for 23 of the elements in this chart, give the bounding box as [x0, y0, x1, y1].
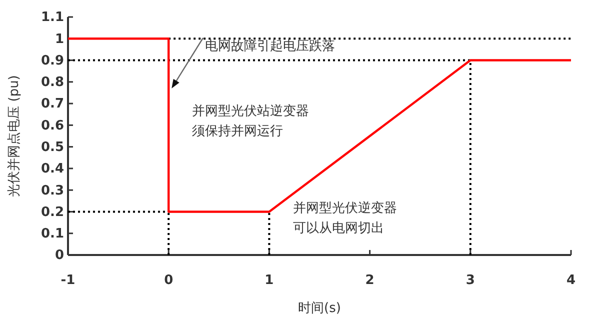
x-tick-label: 2 — [365, 273, 374, 288]
x-tick-label: -1 — [60, 273, 76, 288]
y-tick-label: 1 — [54, 32, 64, 47]
y-tick-label: 0 — [54, 248, 64, 264]
x-tick-label: 0 — [164, 273, 174, 288]
annotation: 并网型光伏逆变器可以从电网切出 — [293, 201, 397, 236]
y-tick-label: 0.3 — [40, 183, 64, 198]
y-tick-label: 0.1 — [40, 226, 64, 242]
y-tick-label: 0.4 — [40, 162, 64, 177]
y-tick-label: 0.8 — [40, 75, 64, 90]
x-axis-title: 时间(s) — [298, 301, 341, 316]
y-tick-label: 0.7 — [40, 96, 64, 112]
x-tick-label: 3 — [466, 273, 475, 288]
x-tick-label: 4 — [566, 273, 576, 288]
y-tick-label: 0.9 — [40, 53, 64, 68]
y-axis-title: 光伏并网点电压 (pu) — [7, 75, 22, 197]
annotation: 并网型光伏站逆变器须保持并网运行 — [192, 104, 309, 139]
y-tick-label: 1.1 — [40, 10, 64, 26]
y-tick-label: 0.6 — [40, 118, 64, 134]
x-tick-label: 1 — [264, 273, 274, 288]
annotation: 电网故障引起电压跌落 — [205, 39, 335, 54]
y-tick-label: 0.5 — [40, 140, 64, 155]
y-tick-label: 0.2 — [40, 204, 64, 220]
